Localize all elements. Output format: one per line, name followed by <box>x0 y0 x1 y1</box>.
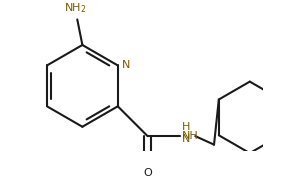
Text: NH: NH <box>182 131 199 141</box>
Text: N: N <box>122 60 130 70</box>
Text: NH$_2$: NH$_2$ <box>64 1 87 15</box>
Text: O: O <box>143 168 152 176</box>
Text: H
N: H N <box>182 122 190 143</box>
